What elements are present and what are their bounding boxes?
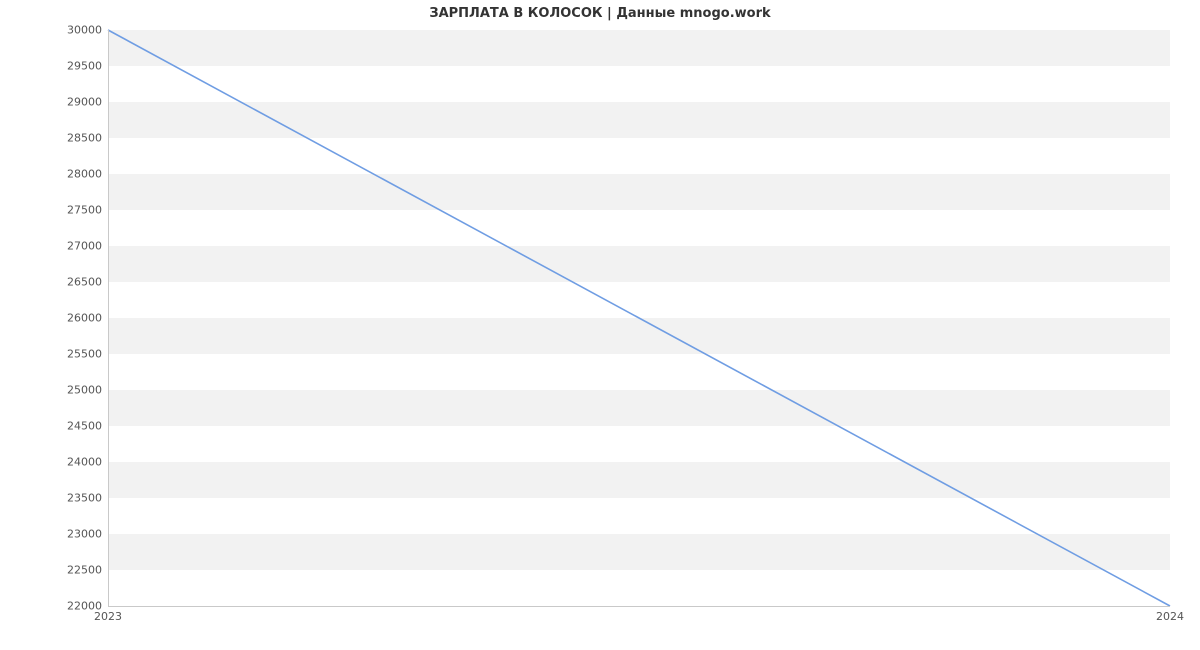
x-tick-label: 2024 xyxy=(1156,610,1184,623)
y-tick-label: 23500 xyxy=(67,492,102,505)
y-tick-label: 27500 xyxy=(67,204,102,217)
y-tick-label: 29000 xyxy=(67,96,102,109)
y-tick-label: 23000 xyxy=(67,528,102,541)
x-tick-label: 2023 xyxy=(94,610,122,623)
y-tick-label: 30000 xyxy=(67,24,102,37)
y-tick-label: 26500 xyxy=(67,276,102,289)
y-tick-label: 24000 xyxy=(67,456,102,469)
y-tick-label: 24500 xyxy=(67,420,102,433)
series-line-salary xyxy=(108,30,1170,606)
chart-figure: ЗАРПЛАТА В КОЛОСОК | Данные mnogo.work 2… xyxy=(0,0,1200,650)
y-tick-label: 29500 xyxy=(67,60,102,73)
x-axis-line xyxy=(108,606,1170,607)
y-tick-label: 22500 xyxy=(67,564,102,577)
y-tick-label: 28500 xyxy=(67,132,102,145)
plot-area: 2200022500230002350024000245002500025500… xyxy=(108,30,1170,606)
line-layer xyxy=(108,30,1170,606)
y-tick-label: 25000 xyxy=(67,384,102,397)
y-tick-label: 27000 xyxy=(67,240,102,253)
y-tick-label: 26000 xyxy=(67,312,102,325)
y-tick-label: 28000 xyxy=(67,168,102,181)
y-axis-line xyxy=(108,30,109,606)
y-tick-label: 25500 xyxy=(67,348,102,361)
chart-title: ЗАРПЛАТА В КОЛОСОК | Данные mnogo.work xyxy=(0,6,1200,21)
